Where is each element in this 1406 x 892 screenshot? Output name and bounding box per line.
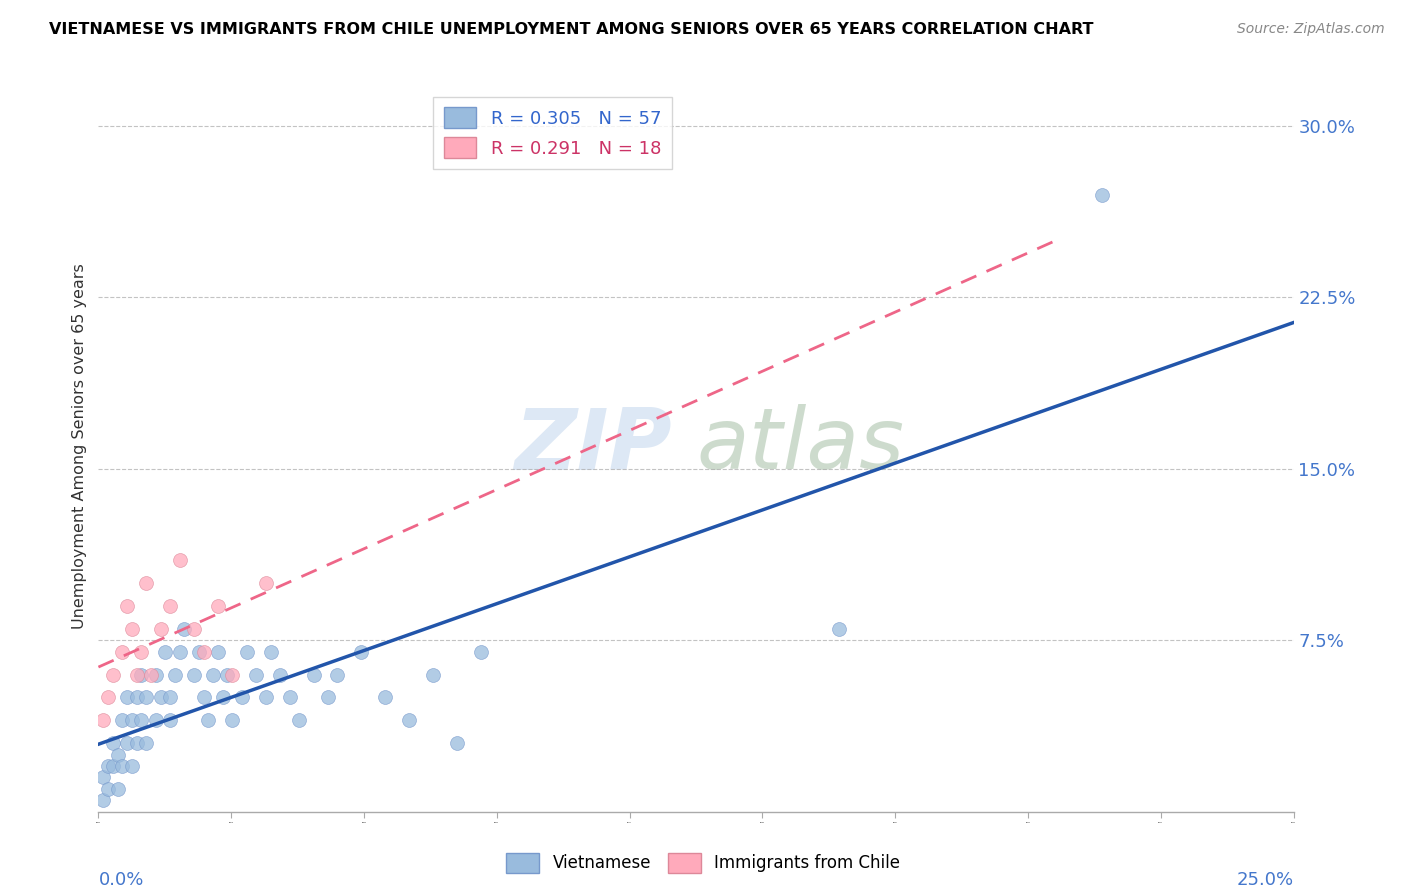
Point bbox=[145, 714, 167, 728]
Point bbox=[125, 667, 148, 681]
Point bbox=[149, 690, 172, 705]
Point bbox=[193, 690, 215, 705]
Point bbox=[91, 771, 114, 785]
Point bbox=[221, 667, 243, 681]
Point bbox=[101, 736, 124, 750]
Point bbox=[107, 781, 129, 796]
Point bbox=[131, 667, 153, 681]
Point bbox=[211, 690, 233, 705]
Point bbox=[97, 781, 120, 796]
Point bbox=[139, 667, 162, 681]
Point bbox=[254, 576, 277, 591]
Point bbox=[235, 645, 257, 659]
Legend: R = 0.305   N = 57, R = 0.291   N = 18: R = 0.305 N = 57, R = 0.291 N = 18 bbox=[433, 96, 672, 169]
Point bbox=[111, 645, 134, 659]
Point bbox=[197, 714, 219, 728]
Point bbox=[91, 714, 114, 728]
Point bbox=[254, 690, 277, 705]
Point bbox=[259, 645, 281, 659]
Point bbox=[446, 736, 468, 750]
Point bbox=[111, 714, 134, 728]
Point bbox=[828, 622, 851, 636]
Point bbox=[350, 645, 373, 659]
Point bbox=[115, 736, 138, 750]
Point bbox=[115, 690, 138, 705]
Point bbox=[97, 690, 120, 705]
Point bbox=[187, 645, 209, 659]
Point bbox=[316, 690, 339, 705]
Point bbox=[125, 736, 148, 750]
Point bbox=[125, 690, 148, 705]
Point bbox=[173, 622, 195, 636]
Point bbox=[278, 690, 301, 705]
Point bbox=[231, 690, 253, 705]
Text: Source: ZipAtlas.com: Source: ZipAtlas.com bbox=[1237, 22, 1385, 37]
Text: ZIP: ZIP bbox=[515, 404, 672, 488]
Point bbox=[183, 622, 205, 636]
Legend: Vietnamese, Immigrants from Chile: Vietnamese, Immigrants from Chile bbox=[499, 847, 907, 880]
Point bbox=[288, 714, 311, 728]
Point bbox=[163, 667, 186, 681]
Point bbox=[202, 667, 225, 681]
Point bbox=[121, 622, 143, 636]
Point bbox=[121, 759, 143, 773]
Point bbox=[302, 667, 325, 681]
Point bbox=[221, 714, 243, 728]
Point bbox=[245, 667, 267, 681]
Point bbox=[97, 759, 120, 773]
Point bbox=[326, 667, 349, 681]
Point bbox=[145, 667, 167, 681]
Text: VIETNAMESE VS IMMIGRANTS FROM CHILE UNEMPLOYMENT AMONG SENIORS OVER 65 YEARS COR: VIETNAMESE VS IMMIGRANTS FROM CHILE UNEM… bbox=[49, 22, 1094, 37]
Point bbox=[398, 714, 420, 728]
Point bbox=[183, 667, 205, 681]
Point bbox=[207, 599, 229, 613]
Point bbox=[131, 714, 153, 728]
Point bbox=[135, 576, 157, 591]
Text: 25.0%: 25.0% bbox=[1236, 871, 1294, 889]
Point bbox=[169, 645, 191, 659]
Point bbox=[159, 599, 181, 613]
Point bbox=[111, 759, 134, 773]
Point bbox=[107, 747, 129, 762]
Point bbox=[135, 690, 157, 705]
Point bbox=[374, 690, 396, 705]
Point bbox=[135, 736, 157, 750]
Point bbox=[155, 645, 177, 659]
Point bbox=[1091, 187, 1114, 202]
Point bbox=[159, 714, 181, 728]
Point bbox=[470, 645, 492, 659]
Point bbox=[101, 667, 124, 681]
Text: 0.0%: 0.0% bbox=[98, 871, 143, 889]
Point bbox=[217, 667, 239, 681]
Point bbox=[169, 553, 191, 567]
Y-axis label: Unemployment Among Seniors over 65 years: Unemployment Among Seniors over 65 years bbox=[72, 263, 87, 629]
Point bbox=[269, 667, 291, 681]
Point bbox=[193, 645, 215, 659]
Point bbox=[207, 645, 229, 659]
Text: atlas: atlas bbox=[696, 404, 904, 488]
Point bbox=[101, 759, 124, 773]
Point bbox=[159, 690, 181, 705]
Point bbox=[149, 622, 172, 636]
Point bbox=[121, 714, 143, 728]
Point bbox=[422, 667, 444, 681]
Point bbox=[115, 599, 138, 613]
Point bbox=[91, 793, 114, 807]
Point bbox=[131, 645, 153, 659]
